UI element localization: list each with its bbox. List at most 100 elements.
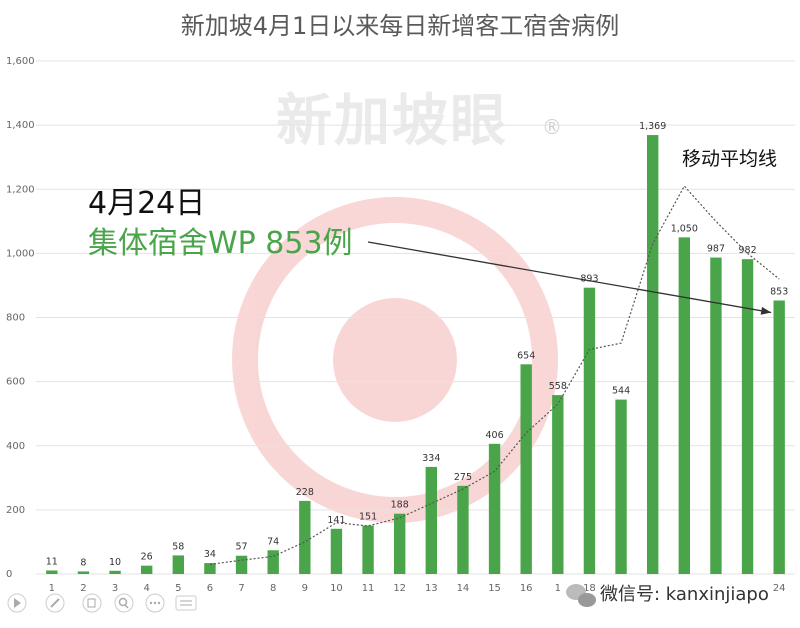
zoom-icon[interactable] [114,593,134,613]
data-label: 188 [391,500,409,511]
bar [77,571,90,574]
annotation-arrowhead [760,306,772,315]
y-tick-label: 200 [6,505,25,516]
watermark-text: 新加坡眼 [276,89,508,154]
gridlines [36,60,795,575]
bar [267,550,279,574]
data-label: 558 [549,381,567,392]
bar [235,555,248,574]
x-tick-label: 1 [49,583,55,594]
x-tick-label: 12 [393,583,406,594]
edit-icon[interactable] [45,593,65,613]
x-tick-label: 8 [270,583,276,594]
data-label: 74 [267,536,279,547]
data-label: 34 [204,549,216,560]
bar [425,466,438,574]
bar [362,525,374,574]
data-label: 58 [172,541,184,552]
data-label: 406 [485,430,503,441]
x-tick-label: 2 [80,583,86,594]
chart-title: 新加坡4月1日以来每日新增客工宿舍病例 [181,12,620,40]
data-label: 275 [454,472,472,483]
data-label: 57 [236,542,248,553]
bar [520,364,532,574]
x-tick-label: 15 [488,583,501,594]
data-label: 228 [296,487,314,498]
data-label: 10 [109,557,121,568]
x-tick-label: 6 [207,583,213,594]
y-tick-label: 0 [6,569,12,580]
bar [583,287,596,574]
wechat-badge: 微信号: kanxinjiapo [566,584,769,607]
bar [330,528,343,574]
bar [741,259,754,574]
bar [773,300,785,574]
copy-icon[interactable] [82,593,102,613]
moving-average-label: 移动平均线 [682,148,777,170]
data-label: 893 [580,274,598,285]
y-tick-label: 600 [6,377,25,388]
bar [109,570,121,574]
bar [552,395,564,574]
x-tick-label: 16 [520,583,533,594]
data-label: 26 [141,552,153,563]
data-label: 11 [46,556,58,567]
data-labels: 11 8 10 26 58 34 57 74 228 141 151 188 334 275 406 654 5… [46,121,788,568]
bar [457,485,469,574]
bar [615,399,627,574]
play-icon[interactable] [7,593,27,613]
data-label: 334 [422,453,440,464]
y-tick-label: 1,400 [6,120,35,131]
x-tick-label: 13 [425,583,438,594]
annotation-text: 集体宿舍WP 853例 [88,226,353,261]
x-tick-label: 1 [555,583,561,594]
data-label: 1,369 [639,121,666,132]
annotation-date: 4月24日 [88,186,205,221]
x-tick-label: 9 [302,583,308,594]
bar [710,257,722,574]
bar [204,563,216,574]
data-label: 982 [738,245,756,256]
data-label: 853 [770,287,788,298]
bar [678,237,691,574]
more-icon[interactable] [145,593,165,613]
data-label: 544 [612,386,630,397]
watermark-registered-mark: ® [542,115,562,139]
moving-average-line [209,185,780,565]
bar-series [46,135,785,574]
x-tick-label: 18 [583,583,596,594]
bar [299,500,311,574]
watermark-center [333,298,457,422]
data-label: 1,050 [671,223,698,234]
bar [393,513,406,574]
data-label: 141 [327,515,345,526]
x-tick-label: 4 [144,583,150,594]
bar [488,443,501,574]
data-label: 654 [517,350,535,361]
x-tick-label: 7 [238,583,244,594]
y-tick-label: 400 [6,441,25,452]
y-axis: 0 200 400 600 800 1,000 1,200 1,400 1,600 [6,56,35,580]
data-label: 987 [707,244,725,255]
y-tick-label: 800 [6,313,25,324]
x-tick-label: 10 [330,583,343,594]
bar [172,555,185,574]
x-axis: 1 2 3 4 5 6 7 8 9 10 11 12 13 14 15 16 1 18 24 [49,583,786,594]
bar [140,565,153,574]
bar [646,135,659,574]
wechat-id: 微信号: kanxinjiapo [600,584,769,605]
annotation-arrow [367,241,772,314]
data-label: 151 [359,512,377,523]
y-tick-label: 1,600 [6,56,35,67]
y-tick-label: 1,000 [6,248,35,259]
x-tick-label: 14 [457,583,470,594]
bar [46,570,58,574]
moving-average-series [209,185,780,565]
y-tick-label: 1,200 [6,184,35,195]
x-tick-label: 24 [773,583,786,594]
slide-toolbar [7,593,197,613]
wechat-icon [566,584,596,607]
slides-icon[interactable] [175,595,197,611]
x-tick-label: 5 [175,583,181,594]
